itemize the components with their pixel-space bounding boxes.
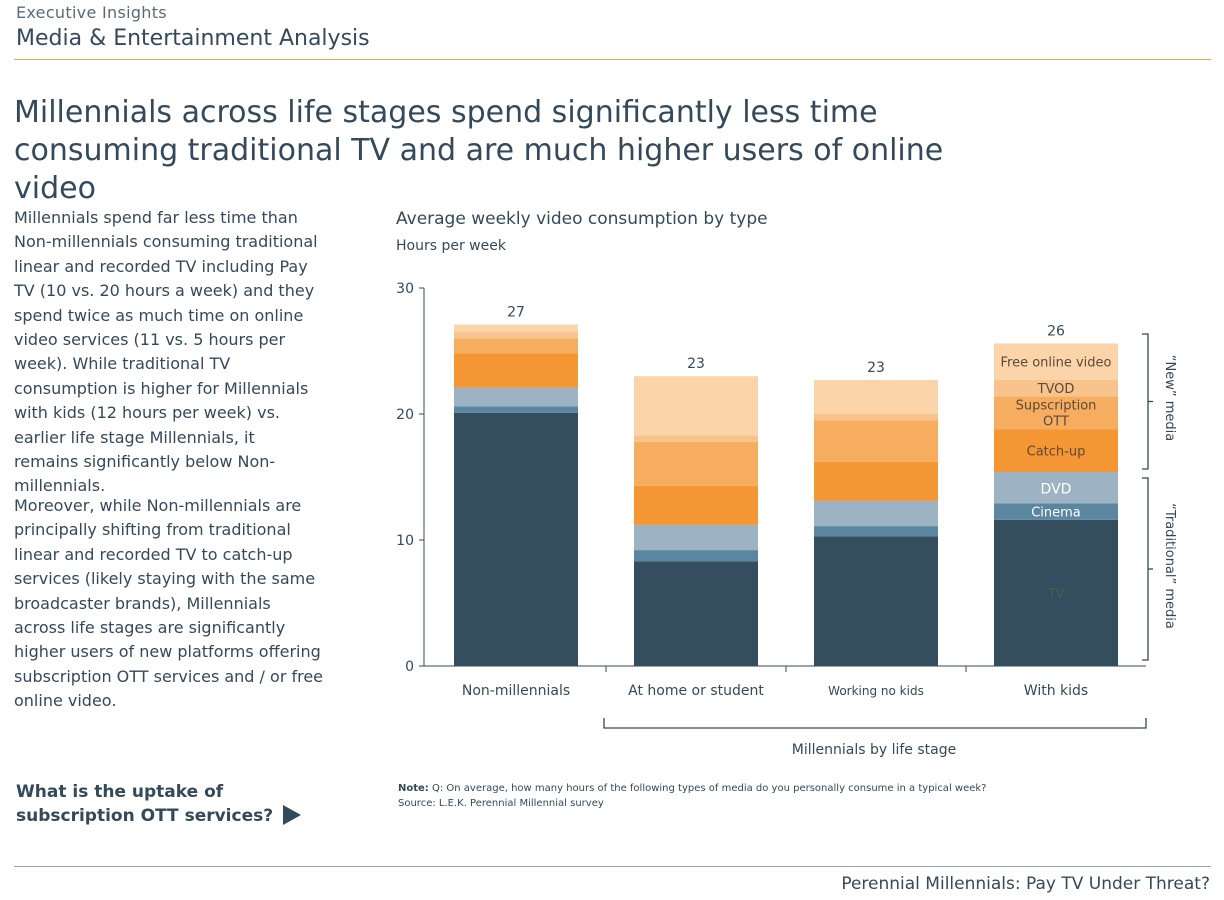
bar-total-label: 23 bbox=[687, 356, 705, 372]
bar-segment-tv bbox=[454, 412, 578, 666]
bar-segment-tvod bbox=[994, 379, 1118, 397]
bar-total-label: 23 bbox=[867, 360, 885, 376]
x-category-label: Working no kids bbox=[828, 684, 924, 698]
bar-segment-tvod bbox=[634, 435, 758, 442]
bar-segment-cinema bbox=[454, 406, 578, 413]
bar-segment-tv bbox=[814, 536, 938, 666]
segment-label-cinema: Cinema bbox=[1031, 506, 1081, 521]
body-paragraph-2: Moreover, while Non-millennials are prin… bbox=[14, 496, 324, 711]
x-category-label: Non-millennials bbox=[462, 683, 570, 699]
bar-segment-cinema bbox=[814, 526, 938, 537]
bar-segment-free bbox=[454, 324, 578, 333]
bar-segment-svod bbox=[454, 338, 578, 354]
new-media-bracket bbox=[1142, 333, 1149, 470]
millennials-group-bracket bbox=[603, 718, 1147, 729]
note-text: Q: On average, how many hours of the fol… bbox=[429, 783, 987, 794]
bar-segment-free bbox=[814, 379, 938, 414]
bar-segment-svod bbox=[994, 396, 1118, 430]
footer-title: Perennial Millennials: Pay TV Under Thre… bbox=[841, 874, 1210, 894]
bar-segment-tv bbox=[994, 519, 1118, 666]
bar-segment-catchup bbox=[634, 485, 758, 525]
segment-label-tvod: TVOD bbox=[1037, 382, 1075, 397]
y-tick-label: 30 bbox=[396, 281, 414, 297]
y-tick-label: 10 bbox=[396, 533, 414, 549]
footer-divider bbox=[14, 866, 1211, 867]
bar-segment-tvod bbox=[814, 414, 938, 421]
traditional-media-label: “Traditional” media bbox=[1162, 503, 1177, 629]
bar-segment-catchup bbox=[454, 353, 578, 388]
eyebrow-label: Executive Insights bbox=[16, 3, 167, 22]
y-tick-label: 0 bbox=[405, 659, 414, 675]
segment-label-svod-line2: OTT bbox=[1043, 415, 1069, 430]
page-title: Millennials across life stages spend sig… bbox=[14, 95, 944, 206]
cta-link[interactable]: What is the uptake of subscription OTT s… bbox=[16, 780, 336, 828]
bar-segment-tv bbox=[634, 561, 758, 666]
bar-segment-free bbox=[994, 343, 1118, 380]
bar-segment-dvd bbox=[634, 524, 758, 551]
new-media-label: “New” media bbox=[1162, 355, 1177, 441]
group-label: Millennials by life stage bbox=[792, 742, 956, 758]
bar-segment-tvod bbox=[454, 332, 578, 339]
play-arrow-icon bbox=[283, 805, 302, 825]
segment-label-dvd: DVD bbox=[1041, 482, 1072, 498]
header-divider bbox=[14, 59, 1211, 60]
section-title: Media & Entertainment Analysis bbox=[16, 26, 370, 51]
bar-segment-cinema bbox=[634, 550, 758, 562]
bar-segment-svod bbox=[634, 441, 758, 486]
bar-segment-catchup bbox=[814, 461, 938, 501]
chart-title: Average weekly video consumption by type bbox=[396, 209, 768, 229]
traditional-media-bracket bbox=[1142, 477, 1149, 661]
bar-total-label: 27 bbox=[507, 305, 525, 321]
bar-segment-dvd bbox=[994, 471, 1118, 504]
chart-source: Source: L.E.K. Perennial Millennial surv… bbox=[398, 798, 604, 809]
x-category-label: At home or student bbox=[628, 683, 764, 699]
note-label: Note: bbox=[398, 783, 429, 794]
bar-total-label: 26 bbox=[1047, 323, 1065, 339]
bar-segment-cinema bbox=[994, 503, 1118, 520]
body-paragraph-1: Millennials spend far less time than Non… bbox=[14, 208, 318, 496]
cta-label: What is the uptake of subscription OTT s… bbox=[16, 782, 274, 826]
bar-segment-free bbox=[634, 376, 758, 436]
bar-segment-catchup bbox=[994, 429, 1118, 472]
y-tick-label: 20 bbox=[396, 407, 414, 423]
x-category-label: With kids bbox=[1024, 683, 1088, 699]
y-axis-label: Hours per week bbox=[396, 238, 507, 254]
bar-segment-dvd bbox=[814, 500, 938, 527]
segment-label-catchup: Catch-up bbox=[1027, 445, 1086, 460]
segment-label-svod-line1: Supscription bbox=[1016, 399, 1097, 414]
bar-segment-svod bbox=[814, 420, 938, 462]
bar-segment-dvd bbox=[454, 387, 578, 407]
segment-label-free: Free online video bbox=[1000, 356, 1111, 371]
chart-note: Note: Q: On average, how many hours of t… bbox=[398, 783, 986, 794]
segment-label-tv: TV bbox=[1047, 587, 1065, 602]
